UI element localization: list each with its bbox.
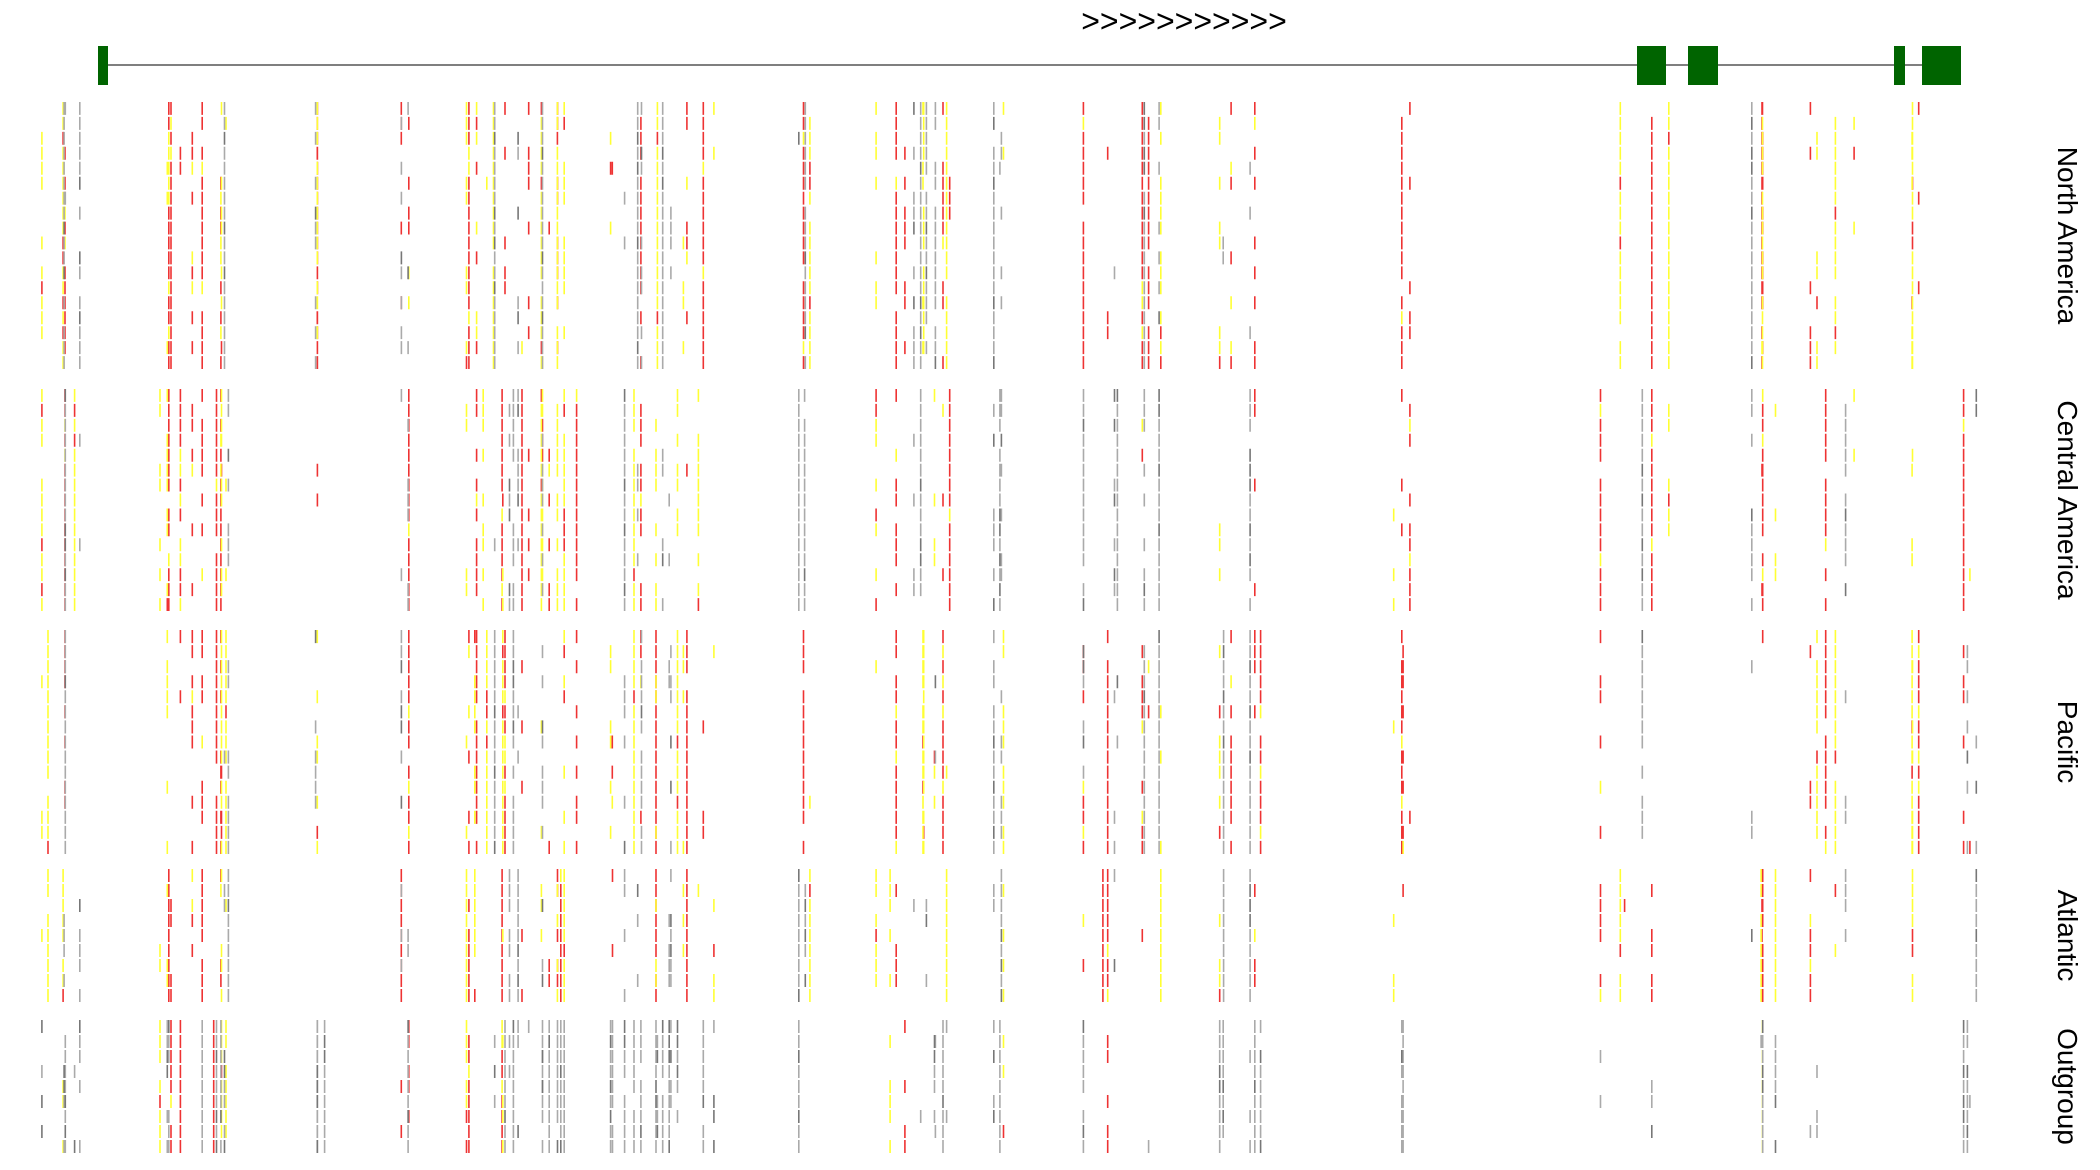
variant-ticks: [79, 869, 1978, 1002]
variant-ticks: [41, 1020, 1971, 1153]
variant-ticks: [41, 102, 1920, 369]
variant-ticks: [63, 102, 1753, 369]
group-label: Central America: [2052, 400, 2083, 600]
group-label: Pacific: [2052, 701, 2083, 783]
variant-matrix: [41, 102, 1978, 1153]
exon: [1922, 46, 1961, 85]
variant-ticks: [41, 869, 1914, 1002]
variant-ticks: [64, 389, 1847, 611]
variant-ticks: [64, 630, 1978, 854]
group-labels: North America Central America Pacific Atlan…: [2052, 147, 2083, 1145]
variant-ticks: [64, 389, 1978, 611]
gene-model: [98, 46, 1961, 85]
exon: [98, 46, 108, 85]
exon: [1688, 46, 1718, 85]
group-label: Outgroup: [2052, 1028, 2083, 1145]
variant-ticks: [41, 389, 1971, 611]
variant-ticks: [47, 630, 1971, 854]
exon: [1637, 46, 1666, 85]
variant-ticks: [41, 630, 1920, 854]
variant-ticks: [62, 869, 1914, 1002]
variant-ticks: [41, 102, 1914, 369]
variant-ticks: [63, 102, 1753, 369]
group-label: North America: [2052, 147, 2083, 325]
variant-ticks: [41, 1020, 1969, 1153]
group-label: Atlantic: [2052, 890, 2083, 982]
variant-ticks: [64, 630, 1978, 854]
variant-ticks: [63, 869, 1978, 1002]
variant-ticks: [41, 389, 1965, 611]
strand-arrows: >>>>>>>>>>>: [1081, 3, 1287, 39]
exon: [1894, 46, 1905, 85]
